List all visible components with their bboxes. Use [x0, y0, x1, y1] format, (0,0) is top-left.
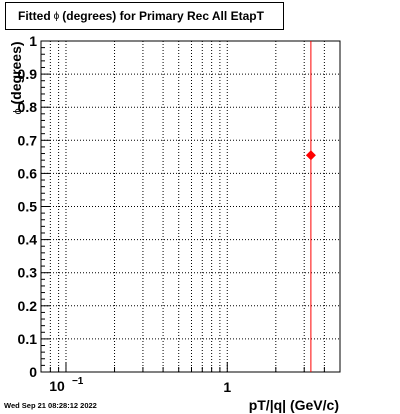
title-prefix: Fitted [18, 9, 51, 23]
grid-layer [40, 40, 341, 373]
x-tick-label-exponent: −1 [72, 376, 84, 387]
y-tick-label: 0.5 [18, 199, 38, 215]
tick-label-layer: 0 0.1 0.2 0.3 0.4 0.5 0.6 0.7 0.8 0.9 1 10 −1 1 [18, 33, 232, 395]
y-tick-label: 0.4 [18, 232, 38, 248]
y-tick-label: 0.7 [18, 132, 38, 148]
timestamp: Wed Sep 21 08:28:12 2022 [4, 401, 97, 410]
y-tick-label: 0.6 [18, 165, 38, 181]
title-phi-symbol: ϕ [53, 10, 60, 22]
y-tick-label: 0.9 [18, 66, 38, 82]
y-tick-label: 0.1 [18, 331, 38, 347]
tick-layer [40, 40, 341, 373]
x-tick-label: 10 [49, 378, 65, 394]
y-tick-label: 0.8 [18, 99, 38, 115]
y-tick-label: 0 [29, 364, 37, 380]
x-axis-label: pT/|q| (GeV/c) [249, 397, 339, 413]
y-tick-label: 1 [29, 33, 37, 49]
x-tick-label: 1 [223, 379, 231, 395]
data-point [305, 150, 316, 161]
y-tick-label: 0.2 [18, 298, 38, 314]
title-suffix: (degrees) for Primary Rec All EtapT [62, 9, 264, 23]
data-layer [305, 41, 316, 372]
y-tick-label: 0.3 [18, 265, 38, 281]
y-axis-label: ϕ (degrees) [8, 41, 24, 114]
plot-frame [40, 40, 341, 373]
chart-title: Fitted ϕ (degrees) for Primary Rec All E… [5, 2, 284, 30]
